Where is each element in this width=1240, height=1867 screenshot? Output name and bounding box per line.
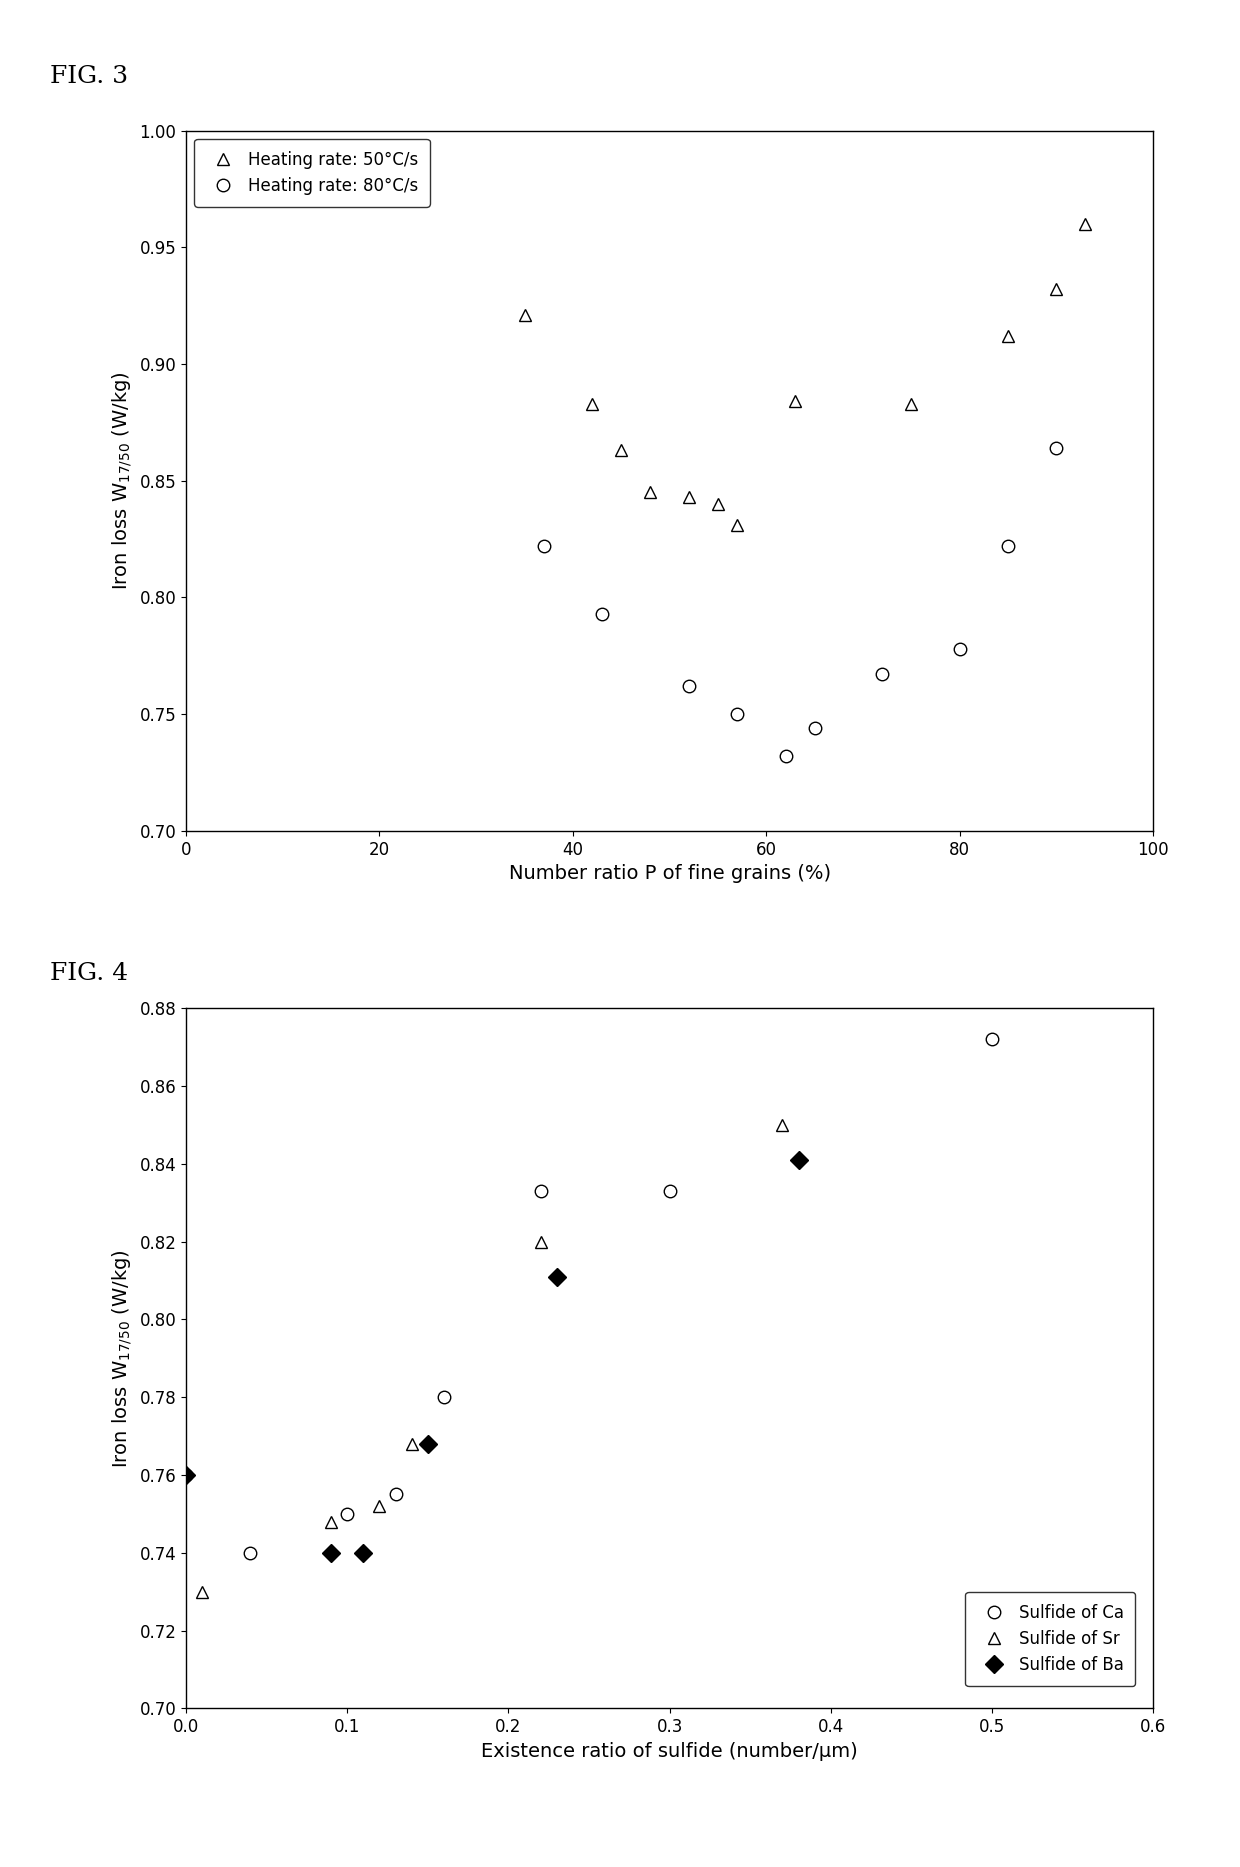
Legend: Sulfide of Ca, Sulfide of Sr, Sulfide of Ba: Sulfide of Ca, Sulfide of Sr, Sulfide of…: [965, 1593, 1135, 1686]
Heating rate: 80°C/s: (37, 0.822): 80°C/s: (37, 0.822): [537, 534, 552, 556]
Sulfide of Ca: [436, 1385, 451, 1408]
Legend: Heating rate: 50°C/s, Heating rate: 80°C/s: Heating rate: 50°C/s, Heating rate: 80°C…: [195, 138, 429, 207]
Heating rate: 50°C/s: (90, 0.932): 50°C/s: (90, 0.932): [1049, 278, 1064, 301]
Heating rate: 50°C/s: (85, 0.912): 50°C/s: (85, 0.912): [1001, 325, 1016, 347]
Y-axis label: Iron loss W$_{17/50}$ (W/kg): Iron loss W$_{17/50}$ (W/kg): [110, 1249, 134, 1467]
Heating rate: 50°C/s: (48, 0.845): 50°C/s: (48, 0.845): [642, 482, 657, 504]
Heating rate: 80°C/s: (62, 0.732): 80°C/s: (62, 0.732): [779, 745, 794, 767]
Sulfide of Ca: [388, 1482, 403, 1505]
Heating rate: 50°C/s: (42, 0.883): 50°C/s: (42, 0.883): [585, 392, 600, 414]
Heating rate: 50°C/s: (93, 0.96): 50°C/s: (93, 0.96): [1078, 213, 1092, 235]
Sulfide of Ba: [356, 1542, 371, 1565]
Sulfide of Sr: [404, 1432, 419, 1454]
Heating rate: 80°C/s: (72, 0.767): 80°C/s: (72, 0.767): [875, 663, 890, 685]
Heating rate: 50°C/s: (75, 0.883): 50°C/s: (75, 0.883): [904, 392, 919, 414]
Sulfide of Ca: [179, 1464, 193, 1486]
Sulfide of Ba: [791, 1148, 806, 1171]
X-axis label: Number ratio P of fine grains (%): Number ratio P of fine grains (%): [508, 864, 831, 883]
Heating rate: 80°C/s: (90, 0.864): 80°C/s: (90, 0.864): [1049, 437, 1064, 459]
Heating rate: 80°C/s: (85, 0.822): 80°C/s: (85, 0.822): [1001, 534, 1016, 556]
Heating rate: 50°C/s: (55, 0.84): 50°C/s: (55, 0.84): [711, 493, 725, 515]
Heating rate: 50°C/s: (57, 0.831): 50°C/s: (57, 0.831): [730, 513, 745, 536]
Sulfide of Sr: [372, 1495, 387, 1518]
Sulfide of Ca: [340, 1503, 355, 1525]
Line: Sulfide of Ca: Sulfide of Ca: [180, 1032, 998, 1559]
Sulfide of Sr: [324, 1510, 339, 1533]
Sulfide of Sr: [533, 1230, 548, 1253]
Line: Sulfide of Sr: Sulfide of Sr: [196, 1118, 789, 1598]
Heating rate: 80°C/s: (65, 0.744): 80°C/s: (65, 0.744): [807, 717, 822, 739]
Y-axis label: Iron loss W$_{17/50}$ (W/kg): Iron loss W$_{17/50}$ (W/kg): [110, 372, 134, 590]
Heating rate: 80°C/s: (57, 0.75): 80°C/s: (57, 0.75): [730, 702, 745, 724]
Heating rate: 80°C/s: (80, 0.778): 80°C/s: (80, 0.778): [952, 637, 967, 659]
Line: Sulfide of Ba: Sulfide of Ba: [180, 1154, 805, 1559]
Sulfide of Ca: [533, 1180, 548, 1202]
Heating rate: 50°C/s: (35, 0.921): 50°C/s: (35, 0.921): [517, 304, 532, 327]
Text: FIG. 4: FIG. 4: [50, 962, 128, 984]
Heating rate: 80°C/s: (52, 0.762): 80°C/s: (52, 0.762): [682, 674, 697, 696]
Heating rate: 50°C/s: (45, 0.863): 50°C/s: (45, 0.863): [614, 439, 629, 461]
Sulfide of Ca: [662, 1180, 677, 1202]
Sulfide of Ba: [420, 1432, 435, 1454]
Text: FIG. 3: FIG. 3: [50, 65, 128, 88]
Sulfide of Ba: [179, 1464, 193, 1486]
Line: Heating rate: 80°C/s: Heating rate: 80°C/s: [538, 442, 1063, 762]
Sulfide of Sr: [775, 1113, 790, 1135]
Heating rate: 80°C/s: (43, 0.793): 80°C/s: (43, 0.793): [594, 603, 609, 625]
Heating rate: 50°C/s: (63, 0.884): 50°C/s: (63, 0.884): [787, 390, 802, 413]
X-axis label: Existence ratio of sulfide (number/μm): Existence ratio of sulfide (number/μm): [481, 1742, 858, 1761]
Sulfide of Ba: [549, 1266, 564, 1288]
Sulfide of Ca: [985, 1029, 999, 1051]
Heating rate: 50°C/s: (52, 0.843): 50°C/s: (52, 0.843): [682, 485, 697, 508]
Line: Heating rate: 50°C/s: Heating rate: 50°C/s: [518, 218, 1091, 532]
Sulfide of Ba: [324, 1542, 339, 1565]
Sulfide of Ca: [243, 1542, 258, 1565]
Sulfide of Sr: [195, 1579, 210, 1602]
